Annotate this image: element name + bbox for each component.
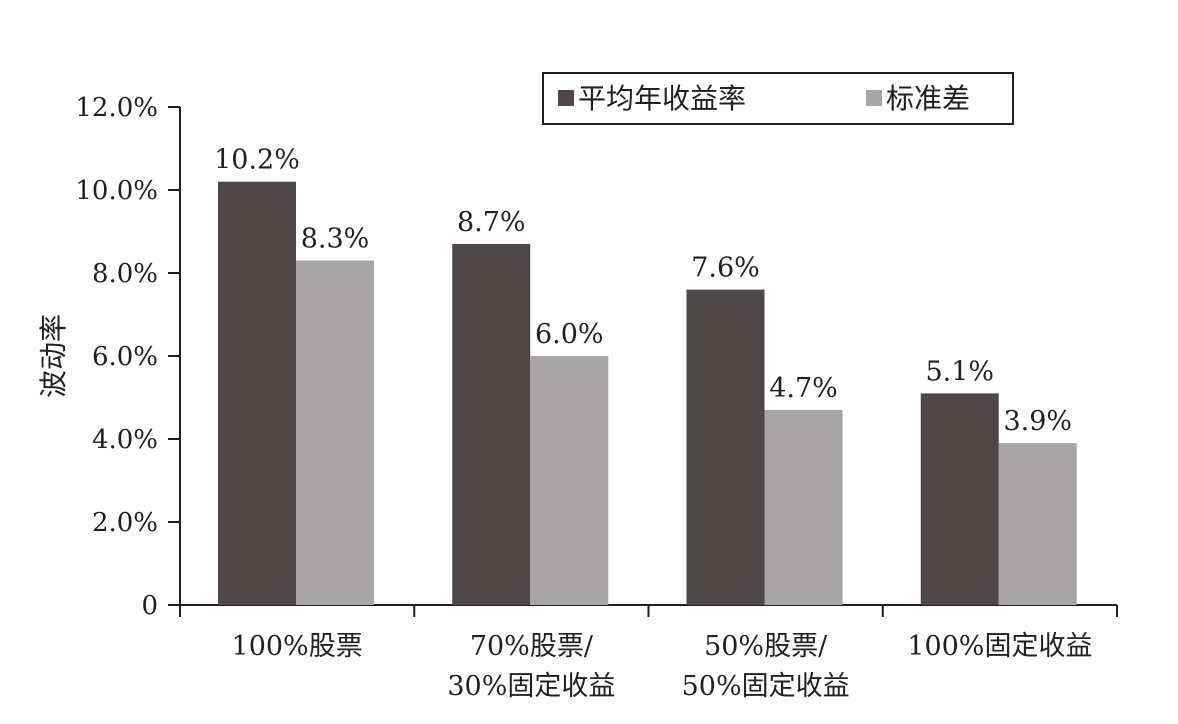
data-label: 3.9% [1003, 406, 1072, 437]
data-labels: 10.2% 8.3% 8.7% 6.0% 7.6% 4.7% 5.1% 3.9% [214, 145, 1072, 437]
y-axis-title-text: 波动率 [37, 314, 70, 398]
bar [218, 181, 296, 605]
y-tick-label: 4.0% [92, 425, 158, 455]
data-label: 10.2% [214, 145, 300, 176]
y-tick-label: 12.0% [75, 93, 158, 123]
legend-label: 标准差 [886, 82, 970, 115]
category-label: 30%固定收益 [447, 671, 615, 702]
y-tick-label: 2.0% [92, 508, 158, 538]
data-label: 7.6% [691, 253, 760, 284]
bar [686, 289, 765, 605]
y-ticks: 0 2.0% 4.0% 6.0% 8.0% 10.0% 12.0% [75, 93, 180, 621]
legend-label: 平均年收益率 [578, 82, 746, 115]
y-tick-label: 10.0% [75, 176, 158, 206]
data-label: 8.7% [457, 207, 526, 238]
bar [452, 243, 531, 605]
data-label: 4.7% [769, 373, 838, 404]
category-label: 70%股票/ [470, 631, 594, 662]
legend-swatch [866, 90, 882, 106]
y-tick-label: 8.0% [92, 259, 158, 289]
bar [920, 393, 999, 605]
category-label: 100%固定收益 [907, 631, 1092, 662]
legend: 平均年收益率 标准差 [542, 72, 1014, 125]
y-tick-label: 6.0% [92, 342, 158, 372]
data-label: 5.1% [925, 356, 994, 387]
bars [218, 181, 1077, 605]
legend-box [542, 72, 1014, 125]
category-label: 100%股票 [232, 631, 363, 662]
y-axis-title: 波动率 [37, 314, 70, 398]
bar [296, 260, 374, 605]
data-label: 8.3% [301, 224, 370, 255]
legend-swatch [558, 90, 574, 106]
bar [998, 443, 1077, 605]
y-tick-label: 0 [141, 591, 158, 621]
category-label: 50%股票/ [704, 631, 828, 662]
category-label: 50%固定收益 [682, 671, 850, 702]
category-labels: 100%股票 70%股票/30%固定收益 50%股票/50%固定收益 100%固定收益 [232, 631, 1093, 702]
data-label: 6.0% [535, 319, 604, 350]
bar [764, 409, 843, 605]
bar [530, 356, 609, 605]
